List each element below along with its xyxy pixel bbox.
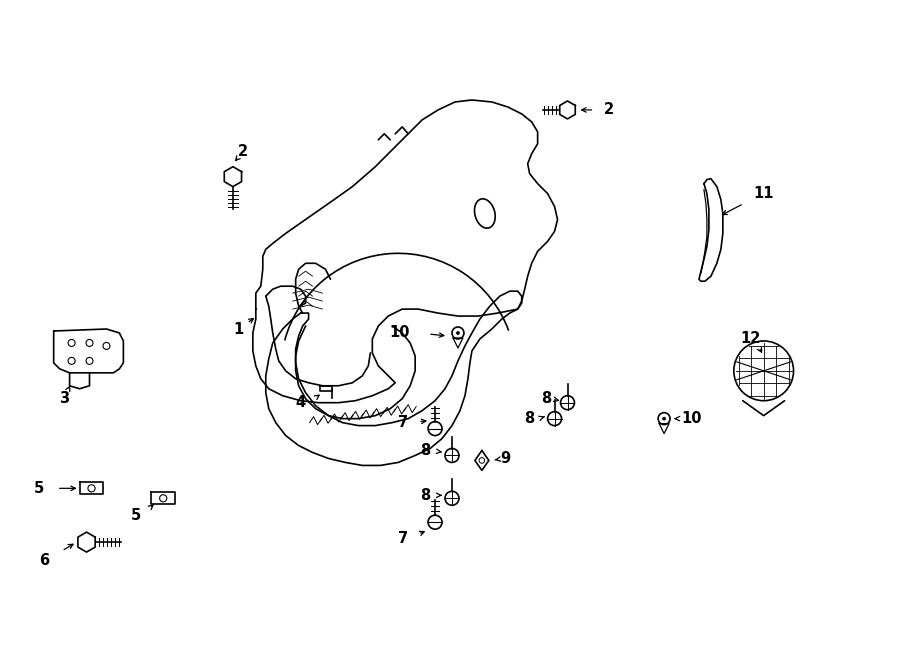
Text: 2: 2 bbox=[238, 144, 248, 159]
Text: 6: 6 bbox=[40, 553, 50, 568]
Text: 8: 8 bbox=[525, 411, 535, 426]
Circle shape bbox=[456, 332, 460, 334]
Text: 5: 5 bbox=[131, 508, 141, 523]
Text: 5: 5 bbox=[33, 481, 44, 496]
Text: 10: 10 bbox=[681, 411, 701, 426]
Text: 7: 7 bbox=[398, 415, 409, 430]
Text: 4: 4 bbox=[295, 395, 306, 410]
Text: 3: 3 bbox=[58, 391, 68, 407]
Text: 12: 12 bbox=[741, 331, 760, 346]
Text: 10: 10 bbox=[390, 325, 410, 340]
Text: 1: 1 bbox=[234, 321, 244, 336]
Text: 8: 8 bbox=[541, 391, 552, 407]
Text: 8: 8 bbox=[419, 488, 430, 503]
Text: 11: 11 bbox=[753, 186, 774, 201]
Text: 2: 2 bbox=[604, 102, 615, 118]
Text: 8: 8 bbox=[419, 443, 430, 458]
Text: 9: 9 bbox=[500, 451, 510, 466]
Text: 7: 7 bbox=[398, 531, 409, 545]
Circle shape bbox=[662, 417, 666, 420]
